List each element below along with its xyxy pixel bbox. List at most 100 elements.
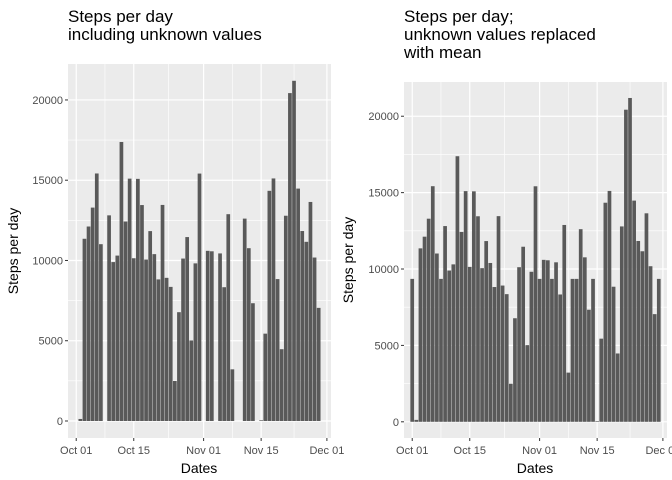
bar [504,294,509,422]
bar [480,268,484,422]
chart-title-line-1: Steps per day [68,7,173,26]
bar [632,200,636,422]
bar [82,238,87,421]
x-tick-label: Oct 01 [60,445,92,457]
bar [115,255,120,421]
x-tick-label: Nov 01 [522,445,557,457]
bar [476,216,480,422]
y-axis-ticks: 0 5000 10000 15000 20000 [32,95,68,428]
bar [545,260,550,422]
bar [628,97,632,422]
bar [197,173,202,421]
bar [99,244,103,421]
bar [648,266,653,422]
bar [447,270,452,422]
x-axis-title: Dates [517,460,554,476]
bar [205,250,210,421]
bar [242,218,247,421]
bar [222,287,227,421]
y-tick-label: 10000 [368,264,399,276]
bar [492,287,497,422]
bar [611,286,616,422]
bar [562,224,567,422]
bar [263,333,268,421]
bar [550,278,554,422]
bar [603,202,608,422]
chart-title-line-2: unknown values replaced [404,25,596,44]
bar [517,267,521,422]
bar [521,246,526,422]
bar [508,383,513,422]
bar [607,190,612,422]
bar [591,278,595,422]
bar [533,186,538,422]
bar [467,266,472,422]
bar [418,248,423,422]
x-axis-ticks: Oct 01 Oct 15 Nov 01 Nov 15 Dec 01 [396,438,672,457]
bar [140,205,144,421]
x-tick-label: Dec 01 [645,445,672,457]
bar [218,253,222,421]
bar [90,207,95,421]
bar [455,156,460,422]
bar [304,241,309,421]
bar [615,353,620,422]
bar [152,254,157,421]
bar [172,380,177,421]
bar [644,213,649,422]
bar [275,279,280,421]
bar [656,278,661,422]
bar [426,218,431,422]
bar [554,262,558,422]
bar [296,188,300,421]
bar [599,338,604,422]
bar [271,178,276,421]
bar [439,278,443,422]
bar [107,215,111,421]
bars [410,97,661,422]
x-tick-label: Nov 01 [186,445,221,457]
bar [226,214,231,421]
bar [513,318,517,422]
x-tick-label: Dec 01 [309,445,344,457]
bar [640,251,645,422]
bar [578,229,583,422]
bar [414,419,419,422]
bar [78,418,83,421]
y-tick-label: 20000 [368,111,399,123]
bar [148,231,153,421]
bar [463,191,468,422]
bar [574,278,579,422]
bar [259,420,263,421]
y-axis-title: Steps per day [5,208,21,294]
chart-steps-including-unknown: Steps per day including unknown values 0… [5,7,344,476]
bar [177,312,181,421]
bar [566,372,571,422]
x-tick-label: Oct 01 [396,445,428,457]
bar [168,286,173,421]
x-tick-label: Nov 15 [244,445,279,457]
bar [131,258,136,421]
y-tick-label: 15000 [32,175,63,187]
y-tick-label: 15000 [368,188,399,200]
bar [181,258,185,421]
bar [537,278,542,422]
bar [525,345,530,422]
bar [267,190,272,421]
bar [624,109,628,422]
bar [123,221,128,421]
bar [308,201,313,421]
x-tick-label: Oct 15 [454,445,486,457]
y-tick-label: 20000 [32,95,63,107]
bar [529,271,534,422]
x-tick-label: Oct 15 [118,445,150,457]
bar [246,248,251,421]
bar [652,314,657,422]
y-axis-title: Steps per day [340,217,356,303]
bar [459,231,464,422]
bar [430,186,435,422]
bar [251,303,255,421]
y-tick-label: 5000 [39,336,63,348]
bar [587,309,591,422]
